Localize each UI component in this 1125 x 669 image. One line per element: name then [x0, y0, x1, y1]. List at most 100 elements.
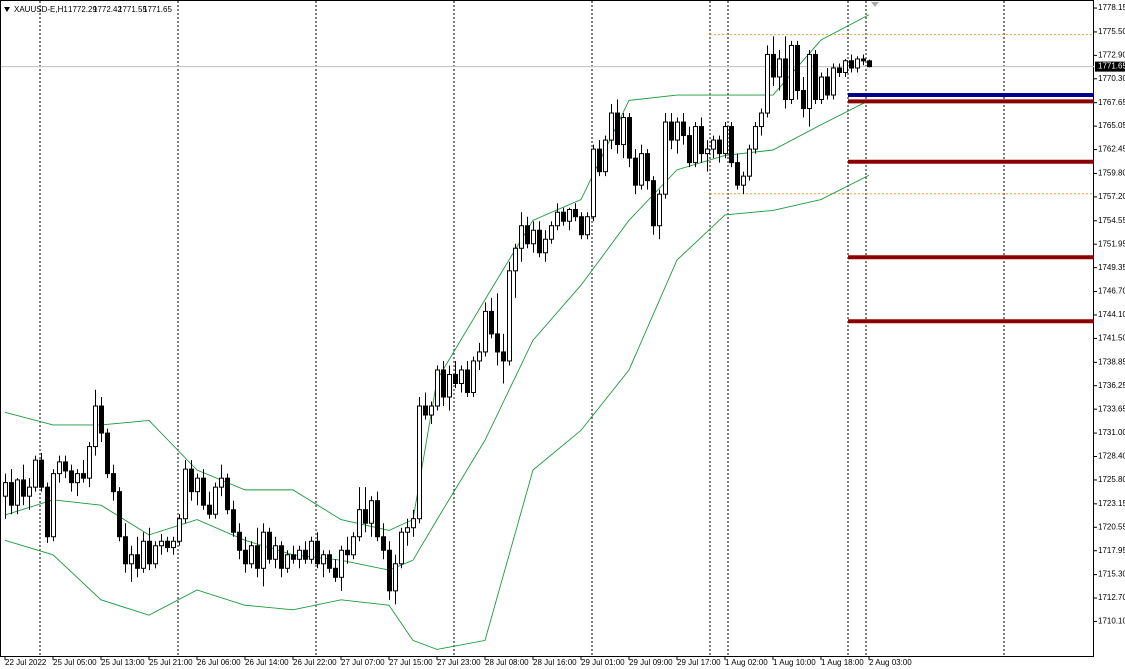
- x-tick-label: 29 Jul 09:00: [629, 658, 673, 667]
- price-label: 1771.65: [1098, 62, 1125, 71]
- candle-body: [477, 351, 482, 362]
- x-tick-label: 28 Jul 08:00: [485, 658, 529, 667]
- candle-body: [543, 238, 548, 254]
- candle-body: [177, 518, 182, 542]
- candle-body: [417, 405, 422, 520]
- day-separators: [39, 1, 1005, 656]
- candle-body: [51, 473, 56, 538]
- y-tick-label: 1715.30: [1098, 570, 1125, 579]
- candle-body: [465, 369, 470, 394]
- candle-body: [717, 139, 722, 155]
- y-tick-label: 1757.20: [1098, 192, 1125, 201]
- candle-body: [129, 554, 134, 565]
- candle-body: [9, 482, 14, 506]
- candle-body: [99, 405, 104, 434]
- x-tick-label: 25 Jul 05:00: [53, 658, 97, 667]
- candle-body: [831, 67, 836, 96]
- candle-body: [819, 76, 824, 101]
- symbol: XAUUSD-E,H1: [14, 5, 68, 14]
- header-low: 1771.55: [118, 5, 147, 14]
- candle-body: [519, 225, 524, 249]
- candle-body: [531, 229, 536, 245]
- bollinger-upper: [4, 14, 870, 531]
- bollinger-middle: [4, 100, 870, 571]
- candle-body: [183, 468, 188, 520]
- candle-body: [441, 369, 446, 398]
- x-tick-label: 28 Jul 16:00: [533, 658, 577, 667]
- candle-body: [273, 545, 278, 560]
- candle-body: [327, 554, 332, 569]
- x-tick-label: 26 Jul 14:00: [245, 658, 289, 667]
- candle-body: [507, 270, 512, 362]
- x-tick-label: 26 Jul 22:00: [293, 658, 337, 667]
- candle-body: [285, 554, 290, 569]
- candle-body: [471, 360, 476, 394]
- candle-body: [147, 540, 152, 565]
- candle-body: [45, 486, 50, 538]
- candle-body: [849, 60, 854, 69]
- x-tick-label: 27 Jul 07:00: [341, 658, 385, 667]
- candle-body: [21, 479, 26, 497]
- candle-body: [453, 373, 458, 384]
- x-tick-label: 29 Jul 01:00: [581, 658, 625, 667]
- x-tick-label: 25 Jul 13:00: [101, 658, 145, 667]
- candle-body: [615, 112, 620, 146]
- candle-body: [345, 549, 350, 556]
- y-tick-label: 1725.80: [1098, 475, 1125, 484]
- y-tick-label: 1741.50: [1098, 334, 1125, 343]
- candle-body: [855, 58, 860, 69]
- y-tick-label: 1770.30: [1098, 74, 1125, 83]
- candle-body: [843, 60, 848, 73]
- candle-body: [561, 211, 566, 222]
- y-tick-label: 1762.45: [1098, 145, 1125, 154]
- candle-body: [351, 536, 356, 556]
- candle-body: [501, 351, 506, 362]
- candle-body: [861, 58, 866, 62]
- candle-body: [321, 554, 326, 565]
- candle-body: [309, 540, 314, 560]
- header-arrow: [4, 7, 10, 12]
- candle-body: [555, 211, 560, 227]
- candle-body: [195, 477, 200, 493]
- candle-body: [669, 121, 674, 141]
- x-tick-label: 2 Aug 03:00: [869, 658, 912, 667]
- candle-body: [801, 90, 806, 110]
- candle-body: [651, 180, 656, 227]
- candle-body: [693, 126, 698, 164]
- candle-body: [189, 468, 194, 493]
- y-tick-label: 1767.65: [1098, 98, 1125, 107]
- candle-body: [153, 545, 158, 565]
- candle-body: [483, 310, 488, 353]
- candle-body: [117, 491, 122, 538]
- candle-body: [603, 139, 608, 173]
- candle-body: [687, 135, 692, 164]
- candle-body: [57, 461, 62, 475]
- candle-body: [207, 504, 212, 515]
- candle-body: [609, 112, 614, 141]
- candle-body: [747, 148, 752, 177]
- y-tick-label: 1738.85: [1098, 357, 1125, 366]
- candle-body: [225, 477, 230, 511]
- candle-body: [435, 369, 440, 407]
- y-tick-label: 1778.15: [1098, 3, 1125, 12]
- candle-body: [303, 549, 308, 560]
- candle-body: [549, 225, 554, 240]
- candle-body: [489, 310, 494, 335]
- candle-body: [297, 549, 302, 560]
- x-tick-label: 1 Aug 18:00: [821, 658, 864, 667]
- candle-body: [807, 53, 812, 110]
- x-tick-label: 25 Jul 21:00: [149, 658, 193, 667]
- candle-body: [597, 148, 602, 173]
- candle-body: [585, 216, 590, 236]
- candle-body: [399, 531, 404, 565]
- candle-body: [315, 540, 320, 565]
- y-tick-label: 1710.10: [1098, 617, 1125, 626]
- candle-body: [567, 209, 572, 222]
- y-tick-label: 1723.15: [1098, 499, 1125, 508]
- candle-body: [387, 549, 392, 592]
- candle-body: [459, 369, 464, 384]
- candle-body: [753, 126, 758, 150]
- candle-body: [159, 540, 164, 547]
- candle-body: [699, 126, 704, 155]
